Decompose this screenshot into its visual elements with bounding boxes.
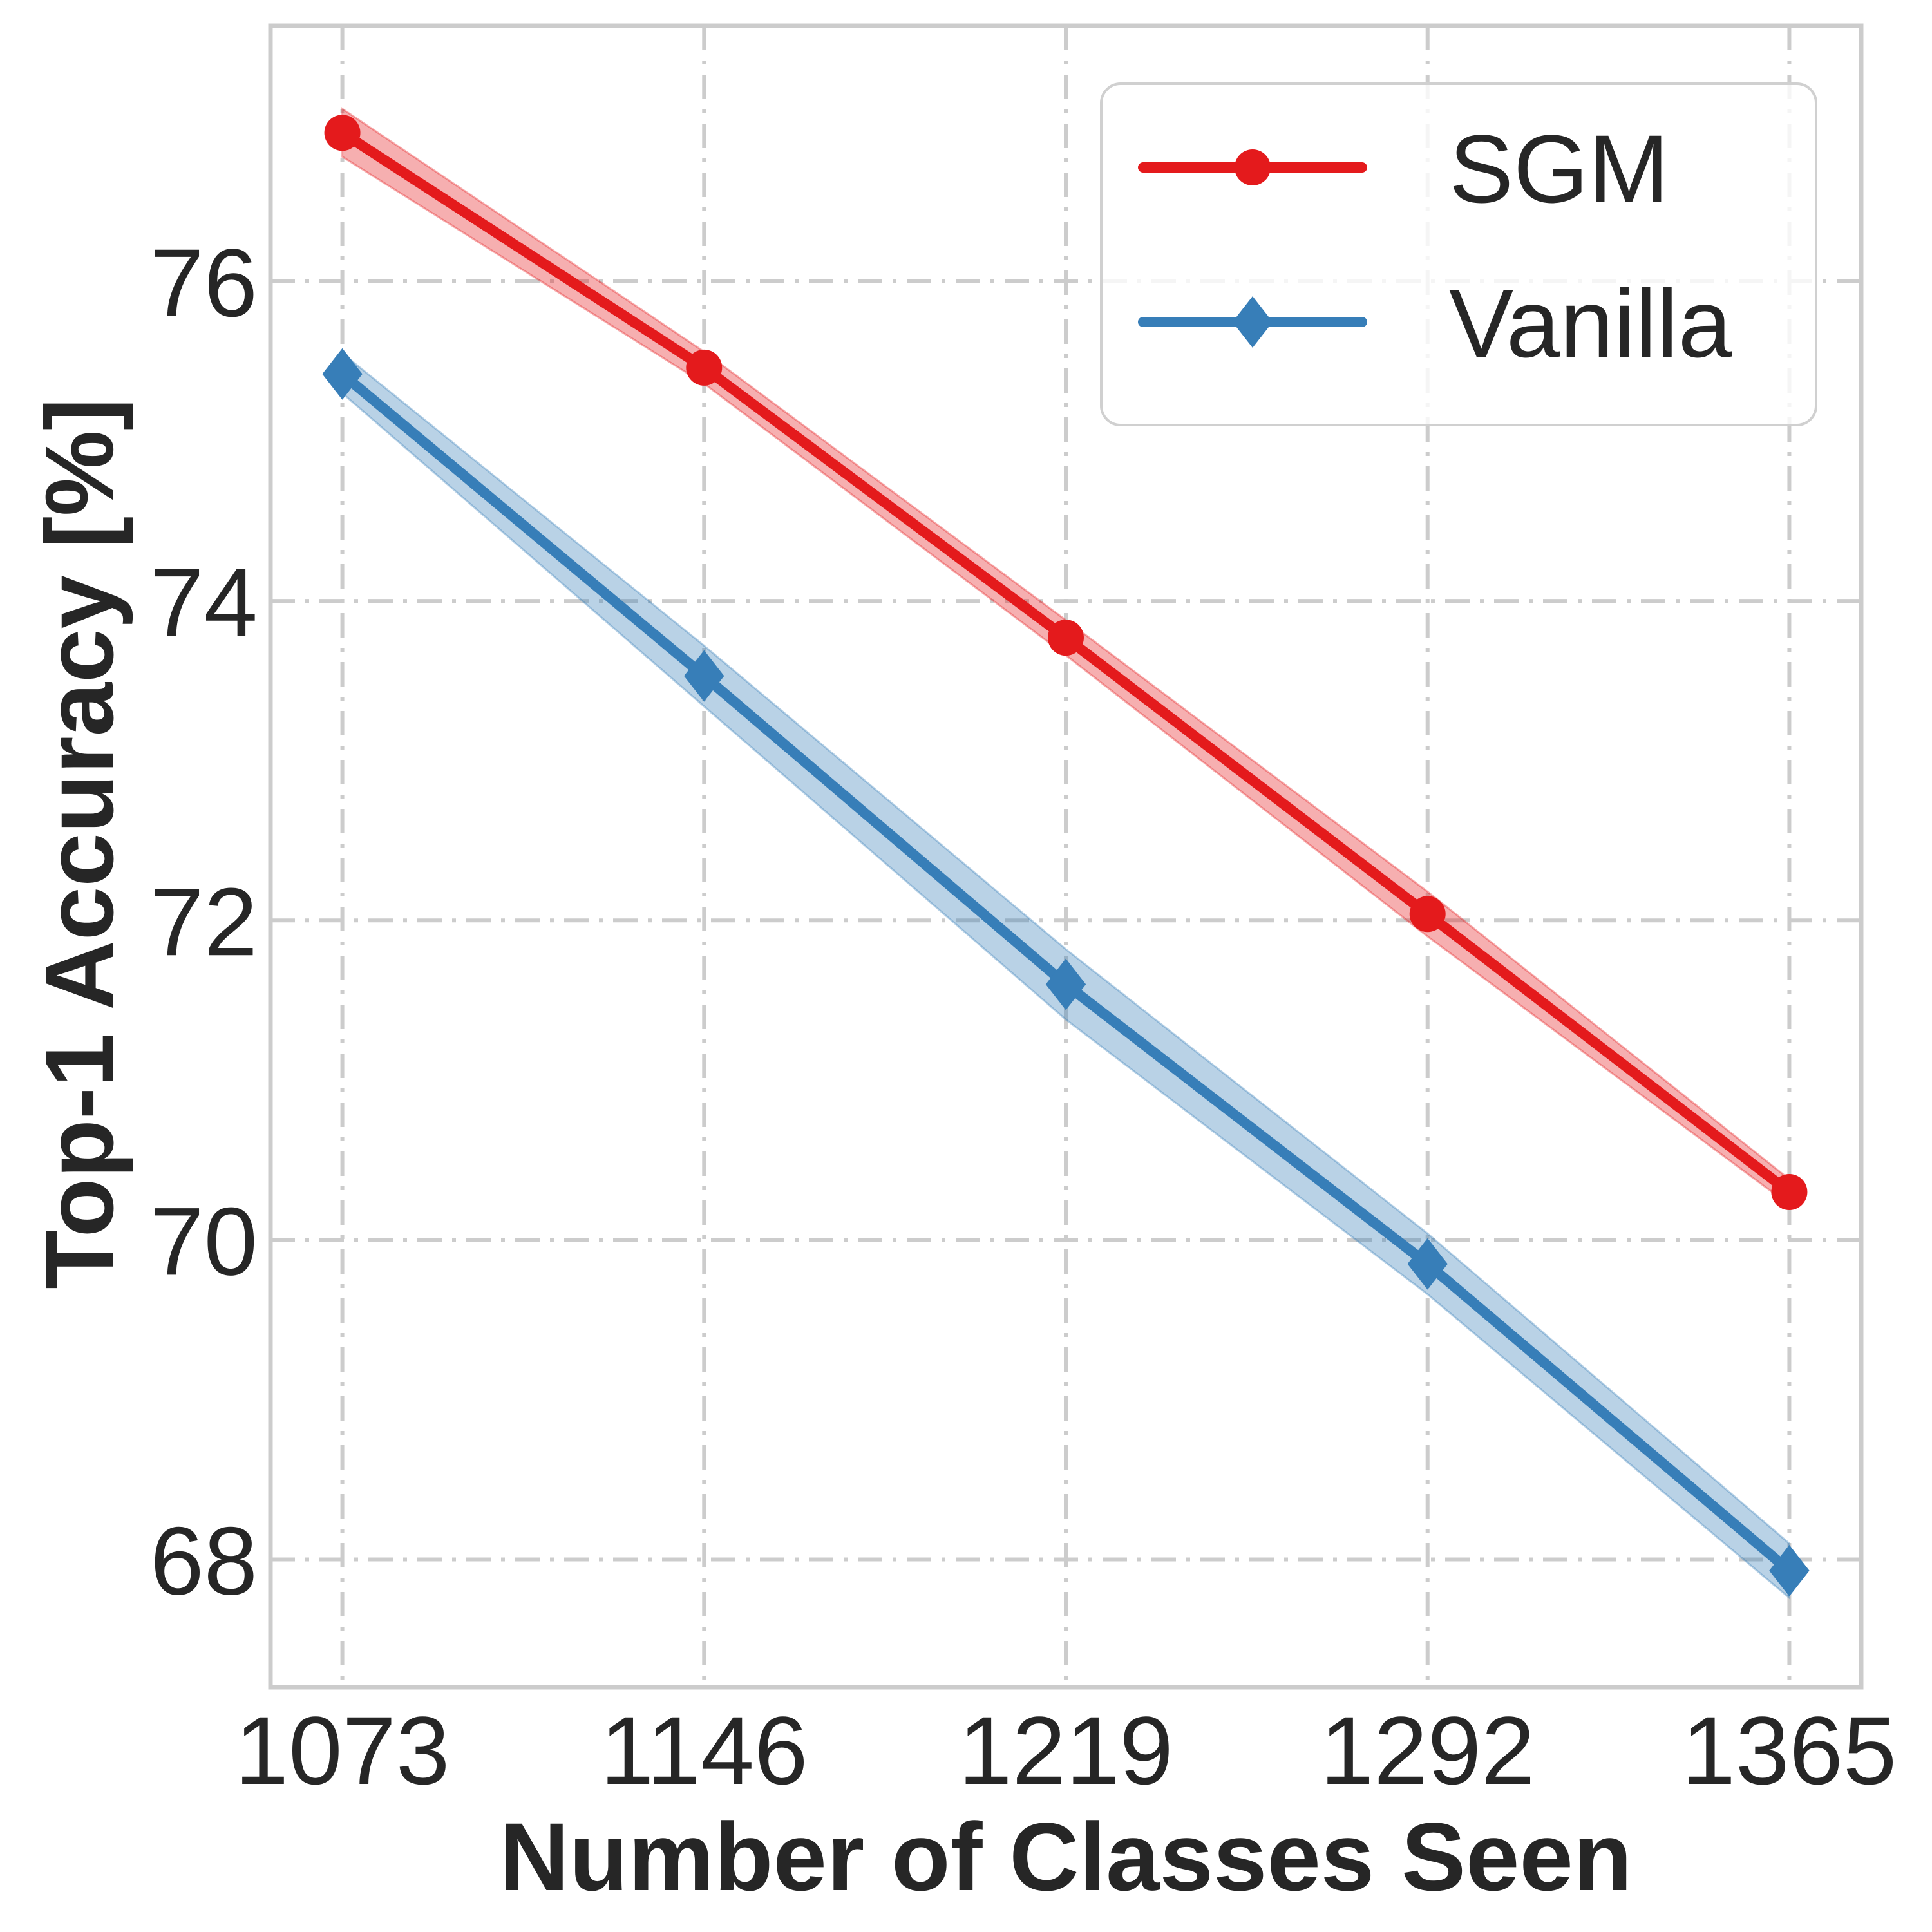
vanilla-point-1 [684, 650, 724, 702]
x-tick-label-2: 1219 [958, 1696, 1173, 1804]
y-tick-label-0: 68 [150, 1507, 258, 1615]
series-markers [322, 115, 1810, 1596]
legend-sgm-label: SGM [1449, 115, 1669, 223]
y-tick-label-1: 70 [150, 1187, 258, 1295]
sgm-point-1 [686, 349, 723, 386]
legend-vanilla-marker [1232, 296, 1273, 348]
y-axis-title: Top-1 Accuracy [%] [25, 398, 133, 1289]
sgm-point-4 [1771, 1173, 1808, 1210]
y-tick-label-4: 76 [150, 229, 258, 337]
sgm-point-2 [1048, 620, 1084, 656]
legend: SGM Vanilla [1100, 82, 1817, 426]
vanilla-point-4 [1769, 1544, 1810, 1596]
vanilla-point-3 [1407, 1238, 1448, 1290]
grid [270, 26, 1861, 1687]
x-tick-label-1: 1146 [600, 1696, 808, 1804]
y-tick-label-2: 72 [150, 867, 258, 976]
x-tick-label-4: 1365 [1682, 1696, 1897, 1804]
legend-sgm-marker [1235, 149, 1271, 185]
y-tick-labels: 68 70 72 74 76 [150, 229, 258, 1615]
legend-vanilla-label: Vanilla [1449, 269, 1732, 377]
sgm-point-0 [324, 115, 361, 151]
plot-frame [268, 23, 1864, 1690]
sgm-point-3 [1409, 896, 1446, 933]
y-tick-label-3: 74 [150, 548, 258, 656]
x-tick-label-0: 1073 [235, 1696, 450, 1804]
x-tick-label-3: 1292 [1320, 1696, 1535, 1804]
vanilla-point-0 [322, 348, 363, 400]
vanilla-point-2 [1045, 958, 1086, 1010]
x-axis-title: Number of Classes Seen [500, 1803, 1633, 1911]
x-tick-labels: 1073 1146 1219 1292 1365 [235, 1696, 1897, 1804]
